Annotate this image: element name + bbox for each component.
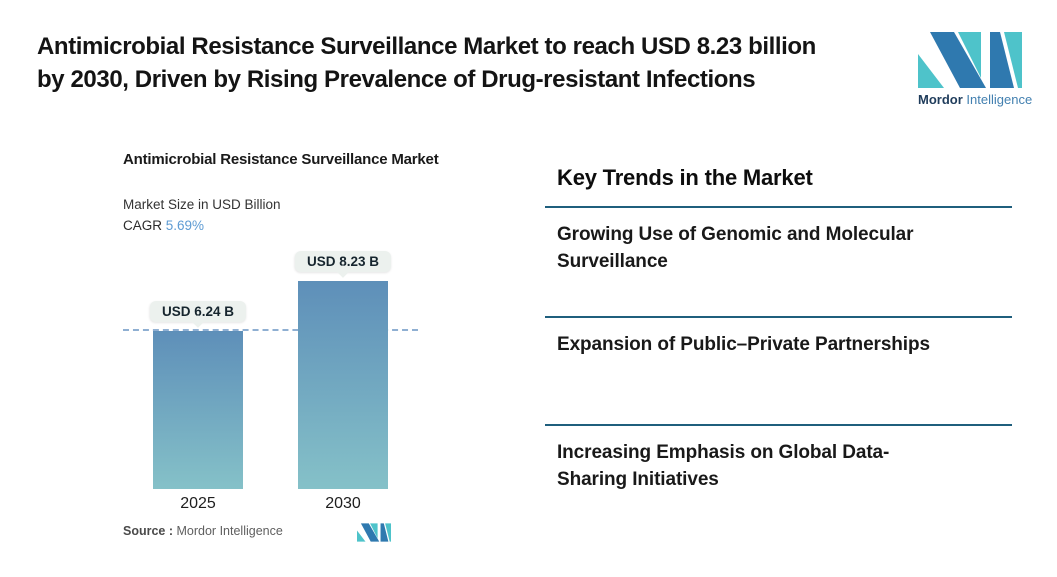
x-axis-label-2030: 2030	[325, 495, 361, 512]
brand-name-secondary: Intelligence	[966, 92, 1033, 107]
mordor-logo-mark-small-icon	[357, 523, 391, 542]
chart-cagr: CAGR 5.69%	[123, 218, 204, 233]
source-value: Mordor Intelligence	[176, 524, 283, 538]
bar-value-label-2025: USD 6.24 B	[149, 301, 247, 322]
mordor-intelligence-logo: Mordor Intelligence	[918, 32, 1032, 107]
trend-item-line: Expansion of Public–Private Partnerships	[557, 334, 930, 355]
chart-source: Source : Mordor Intelligence	[123, 523, 443, 546]
brand-name: Mordor Intelligence	[918, 92, 1032, 107]
trend-item-line: Growing Use of Genomic and Molecular	[557, 224, 914, 245]
cagr-label: CAGR	[123, 218, 163, 233]
page-title: Antimicrobial Resistance Surveillance Ma…	[37, 30, 816, 96]
mordor-logo-mark-icon	[918, 32, 1022, 88]
brand-name-primary: Mordor	[918, 92, 963, 107]
x-axis-label-2025: 2025	[180, 495, 216, 512]
trend-item-genomic-surveillance: Growing Use of Genomic and Molecular Sur…	[545, 208, 1012, 318]
key-trends-panel: Key Trends in the Market Growing Use of …	[545, 160, 1012, 534]
cagr-value: 5.69%	[165, 218, 205, 233]
chart-title: Antimicrobial Resistance Surveillance Ma…	[123, 151, 439, 168]
trend-item-public-private-partnerships: Expansion of Public–Private Partnerships	[545, 318, 1012, 426]
trend-item-line: Surveillance	[557, 251, 668, 272]
page-title-line-2: by 2030, Driven by Rising Prevalence of …	[37, 66, 756, 93]
reference-line	[123, 329, 418, 331]
trend-item-line: Sharing Initiatives	[557, 469, 719, 490]
page-title-line-1: Antimicrobial Resistance Surveillance Ma…	[37, 33, 816, 60]
trend-item-data-sharing-initiatives: Increasing Emphasis on Global Data- Shar…	[545, 426, 1012, 534]
market-size-chart: Antimicrobial Resistance Surveillance Ma…	[123, 150, 453, 560]
bar-value-label-2030: USD 8.23 B	[294, 251, 392, 272]
trends-heading: Key Trends in the Market	[545, 160, 1012, 208]
bar-2025	[153, 331, 243, 489]
bar-2030	[298, 281, 388, 489]
chart-subtitle: Market Size in USD Billion	[123, 197, 281, 212]
bar-chart-plot: USD 6.24 B USD 8.23 B	[123, 245, 443, 489]
trend-item-line: Increasing Emphasis on Global Data-	[557, 442, 890, 463]
source-label: Source :	[123, 524, 174, 538]
